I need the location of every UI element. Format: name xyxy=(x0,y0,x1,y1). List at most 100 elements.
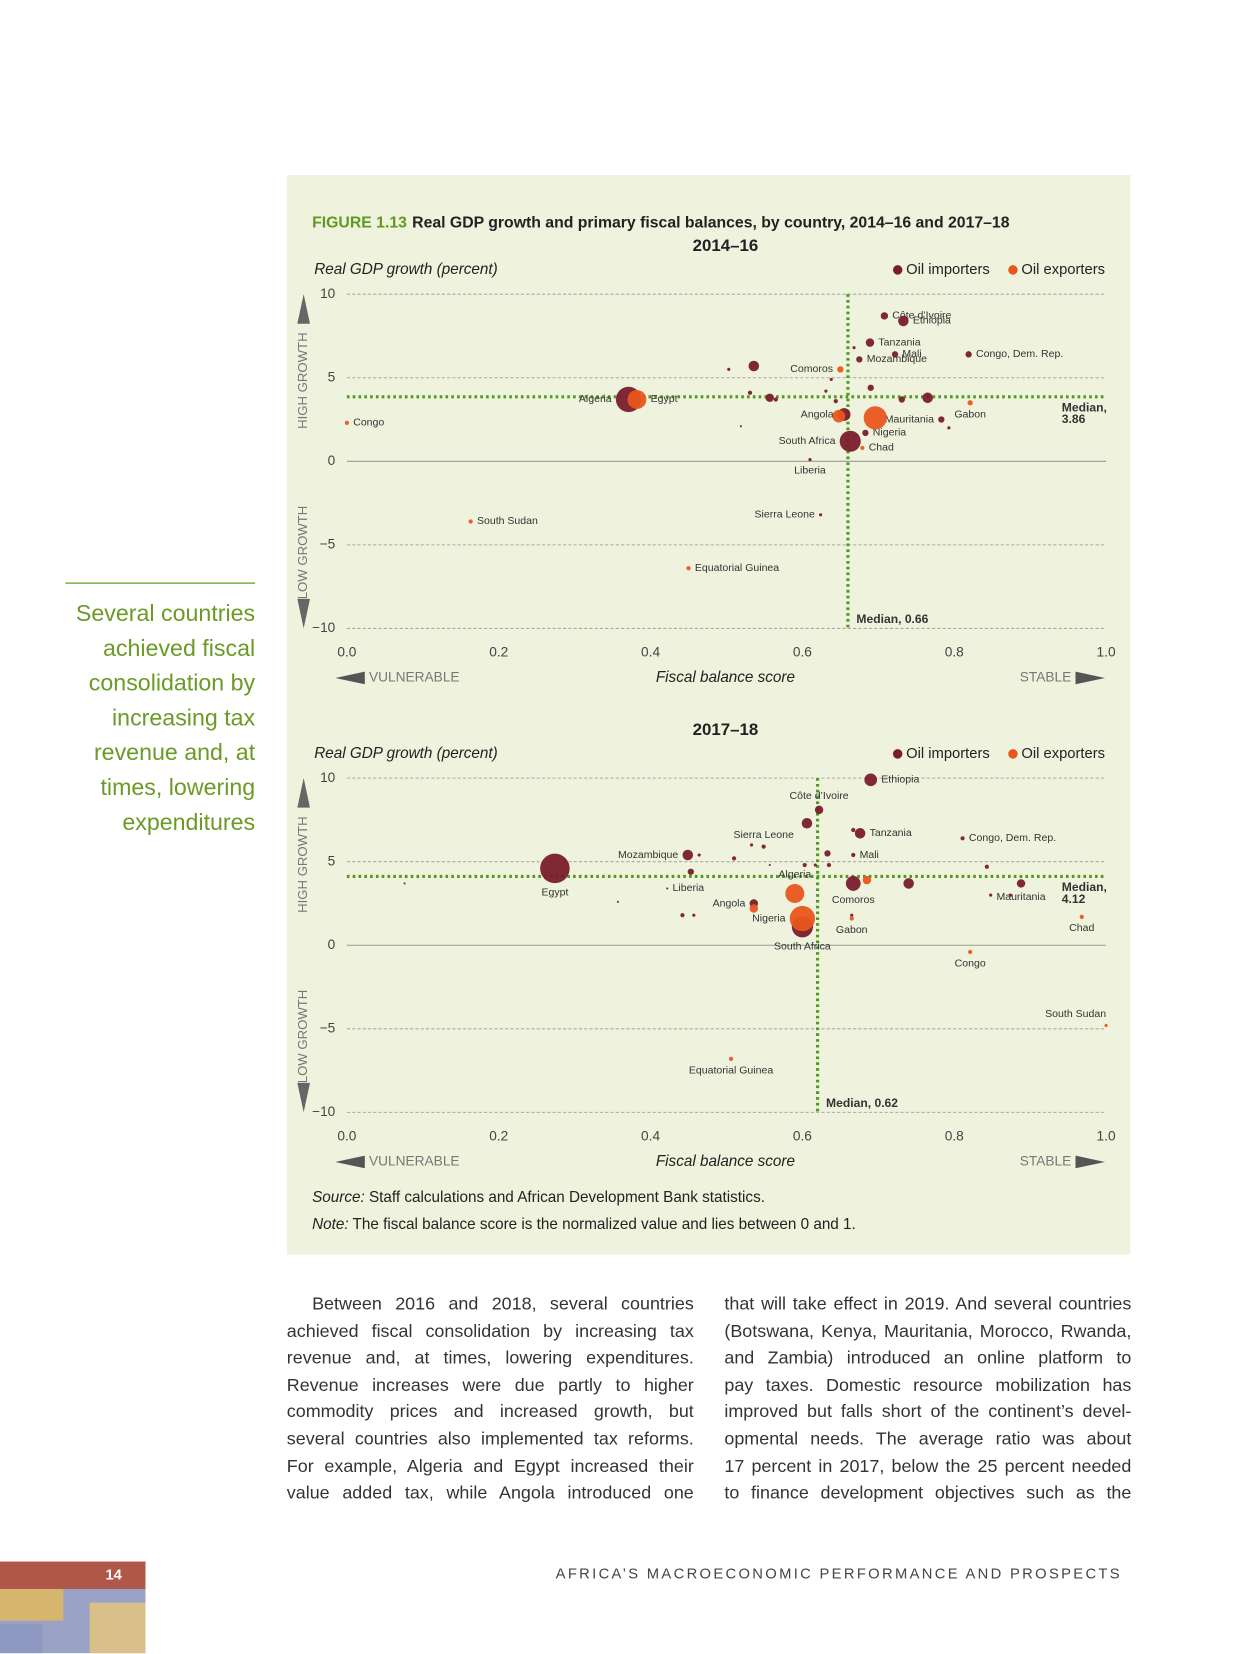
point-label: Chad xyxy=(869,442,894,454)
body-line: pay taxes. Domestic resource mobilizatio… xyxy=(724,1374,1132,1395)
body-line: achieved fiscal consolidation by increas… xyxy=(286,1320,694,1341)
point-label: Angola xyxy=(801,408,834,420)
point-label: Mauritania xyxy=(885,413,934,425)
data-point xyxy=(851,852,856,858)
body-line: and Zambia) introduced an online platfor… xyxy=(724,1347,1132,1368)
x-tick-label: 1.0 xyxy=(1097,644,1116,659)
x-tick-label: 0.4 xyxy=(641,644,660,659)
body-line: For example, Algeria and Egypt increased… xyxy=(286,1455,694,1476)
data-point xyxy=(824,850,831,857)
body-line: commodity prices and increased growth, b… xyxy=(286,1401,694,1422)
data-point xyxy=(849,916,854,921)
body-line: 17 percent in 2017, below the 25 percent… xyxy=(724,1455,1132,1476)
y-tick-label: −5 xyxy=(320,1020,336,1035)
x-tick-label: 0.0 xyxy=(337,644,356,659)
data-point xyxy=(850,913,854,917)
data-point xyxy=(813,863,817,867)
data-point xyxy=(829,377,833,381)
point-label: Gabon xyxy=(954,409,986,421)
legend-marker xyxy=(1008,265,1018,275)
y-tick-label: 10 xyxy=(320,286,336,301)
data-point xyxy=(891,351,899,358)
data-point xyxy=(960,836,965,841)
data-point xyxy=(616,900,619,903)
data-point xyxy=(965,351,972,358)
body-line: several countries also implemented tax r… xyxy=(286,1428,694,1449)
legend-marker xyxy=(892,265,903,275)
legend-label: Oil importers xyxy=(906,262,990,278)
point-label: South Sudan xyxy=(1045,1008,1106,1020)
data-point xyxy=(867,384,874,391)
low-growth-label: LOW GROWTH xyxy=(295,506,310,600)
note: Note: The fiscal balance score is the no… xyxy=(312,1216,856,1233)
vulnerable-label: VULNERABLE xyxy=(369,1154,460,1169)
chart-title: 2014–16 xyxy=(693,236,759,255)
data-point xyxy=(854,828,866,839)
vulnerable-label: VULNERABLE xyxy=(369,670,460,685)
point-label: Liberia xyxy=(794,464,826,476)
point-label: Sierra Leone xyxy=(734,829,794,841)
data-point xyxy=(862,429,869,437)
sidebar-line: revenue and, at xyxy=(93,739,256,766)
point-label: Sierra Leone xyxy=(755,509,815,521)
data-point xyxy=(839,430,861,452)
data-point xyxy=(682,849,694,861)
median-y-label: 3.86 xyxy=(1062,412,1086,426)
median-y-label: Median, xyxy=(1062,401,1107,415)
arrow-right xyxy=(1075,1155,1106,1169)
x-axis-label: Fiscal balance score xyxy=(656,1153,795,1170)
data-point xyxy=(687,868,694,875)
data-point xyxy=(1008,893,1012,897)
source-lead: Source: xyxy=(312,1189,365,1206)
y-axis-label: Real GDP growth (percent) xyxy=(314,745,498,762)
y-tick-label: −10 xyxy=(312,620,336,635)
data-point xyxy=(692,913,696,917)
y-axis-label: Real GDP growth (percent) xyxy=(314,261,498,278)
legend-label: Oil exporters xyxy=(1021,746,1105,762)
sidebar: Several countries achieved fiscal consolid… xyxy=(42,596,255,840)
running-title: AFRICA’S MACROECONOMIC PERFORMANCE AND P… xyxy=(555,1564,1122,1582)
chart-title: 2017–18 xyxy=(693,720,759,739)
data-point xyxy=(773,397,778,402)
data-point xyxy=(731,856,737,861)
source: Source: Staff calculations and African D… xyxy=(312,1189,765,1206)
data-point xyxy=(819,513,823,517)
data-point xyxy=(851,827,856,833)
data-point xyxy=(344,420,350,425)
data-point xyxy=(802,862,807,868)
body-line: improved but falls short of the continen… xyxy=(724,1401,1132,1422)
data-point xyxy=(862,875,872,885)
data-point xyxy=(761,844,766,849)
data-point xyxy=(967,400,973,406)
data-point xyxy=(968,949,973,955)
body-column: that will take effect in 2019. And sever… xyxy=(724,1291,1131,1507)
point-label: Mozambique xyxy=(867,353,927,365)
data-point xyxy=(666,887,669,890)
body-column: Between 2016 and 2018, several countries… xyxy=(287,1291,694,1507)
point-label: Angola xyxy=(713,897,746,909)
figure-number: FIGURE 1.13 xyxy=(312,215,407,232)
point-label: Ethiopia xyxy=(913,315,951,327)
point-label: Algeria xyxy=(778,868,811,880)
data-point xyxy=(863,406,887,430)
x-tick-label: 0.4 xyxy=(641,1128,660,1143)
data-point xyxy=(814,805,824,815)
point-label: Congo, Dem. Rep. xyxy=(969,832,1056,844)
point-label: Comoros xyxy=(790,363,833,375)
x-tick-label: 0.0 xyxy=(337,1128,356,1143)
data-point xyxy=(686,566,691,571)
median-x-label: Median, 0.66 xyxy=(856,612,928,626)
point-label: Nigeria xyxy=(752,912,786,924)
data-point xyxy=(1104,1023,1108,1028)
page-number: 14 xyxy=(105,1565,122,1583)
point-label: Equatorial Guinea xyxy=(695,562,779,574)
data-point xyxy=(1079,914,1084,919)
y-tick-label: 10 xyxy=(320,770,336,785)
point-label: Tanzania xyxy=(878,336,920,348)
sidebar-line: Several countries xyxy=(75,599,256,627)
data-point xyxy=(832,409,846,423)
point-label: South Sudan xyxy=(477,515,538,527)
point-label: Tanzania xyxy=(870,827,912,839)
